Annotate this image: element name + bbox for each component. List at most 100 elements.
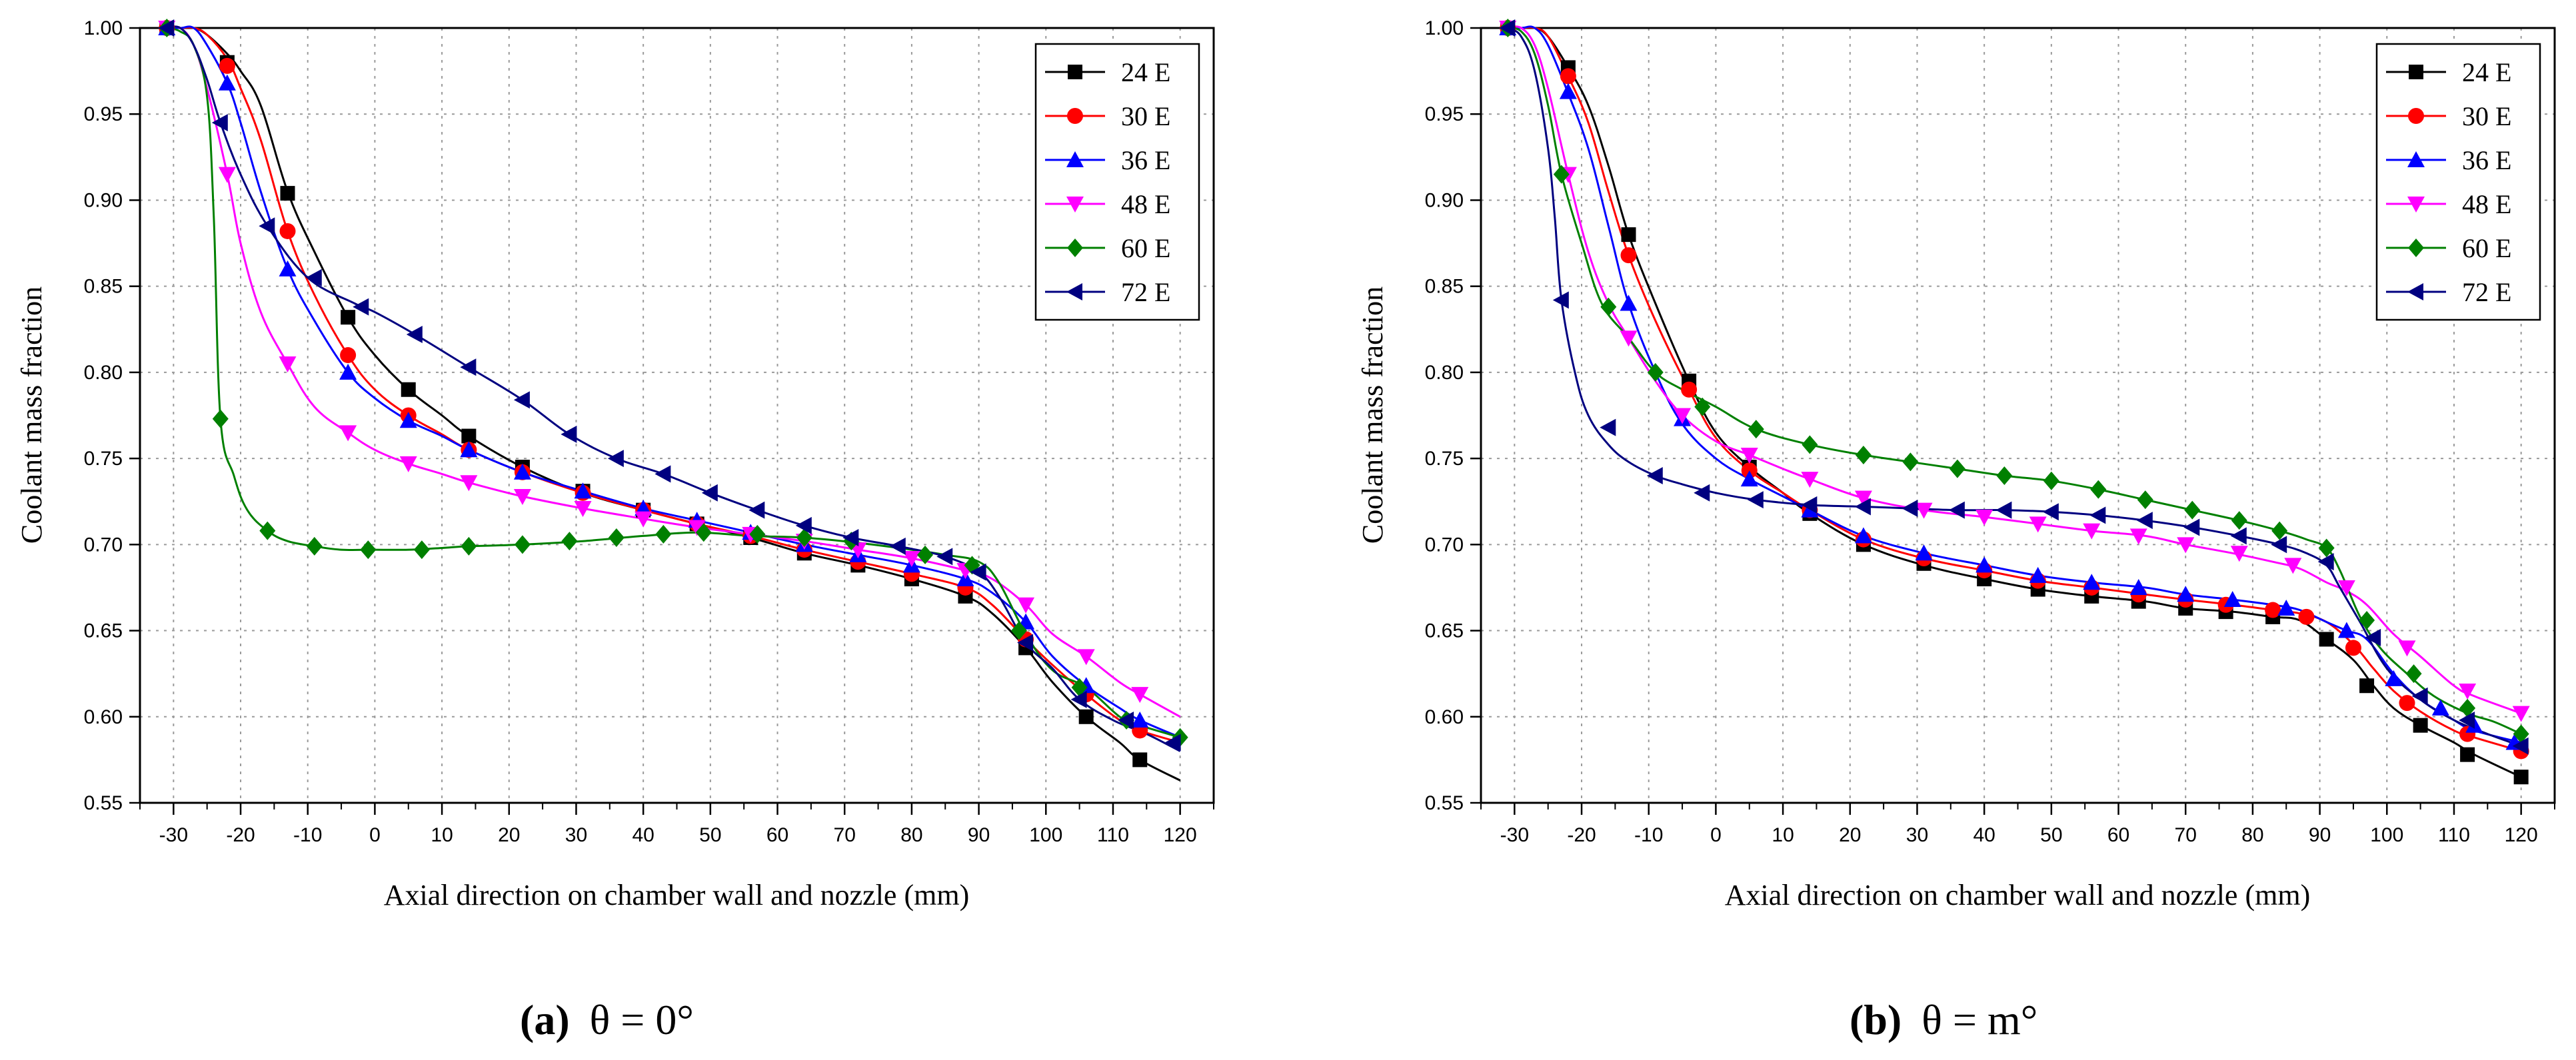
data-point: [654, 465, 671, 483]
data-point: [1621, 227, 1636, 243]
caption-text: θ = m°: [1922, 996, 2037, 1043]
data-point: [842, 528, 859, 546]
data-point: [461, 428, 477, 444]
legend-label: 24 E: [1121, 57, 1170, 87]
legend-marker: [2408, 239, 2424, 257]
data-point: [514, 535, 531, 554]
legend-marker: [1067, 239, 1083, 257]
data-point: [2431, 699, 2449, 716]
caption-label: (b): [1850, 996, 1902, 1043]
data-point: [1646, 466, 1663, 484]
y-tick-label: 0.90: [84, 189, 123, 211]
x-tick-label: -20: [226, 824, 255, 846]
x-tick-label: -30: [1500, 824, 1529, 846]
data-point: [749, 524, 766, 544]
y-tick-label: 0.55: [84, 792, 123, 814]
caption: (b) θ = m°: [1850, 996, 2037, 1043]
data-point: [219, 57, 235, 74]
caption-text: θ = 0°: [590, 996, 694, 1043]
legend-label: 60 E: [1121, 233, 1170, 263]
x-tick-label: 20: [498, 824, 520, 846]
legend: 24 E 30 E 36 E 48 E 60 E 72 E: [2375, 43, 2541, 321]
data-point: [1077, 649, 1095, 666]
series-line-60e: [166, 27, 1181, 739]
data-point: [2090, 480, 2107, 499]
data-point: [902, 551, 920, 568]
y-tick-label: 0.95: [84, 103, 123, 125]
data-point: [2399, 695, 2415, 712]
y-tick-label: 0.70: [1425, 534, 1464, 556]
legend-label: 48 E: [1121, 189, 1170, 219]
x-tick-label: 70: [2175, 824, 2197, 846]
data-point: [1553, 165, 1570, 184]
data-point: [1552, 291, 1569, 309]
data-point: [1164, 734, 1181, 752]
series-lines: [166, 25, 1181, 782]
y-tick-label: 0.80: [84, 362, 123, 384]
legend-marker: [1068, 65, 1082, 79]
data-point: [2359, 611, 2375, 630]
data-point: [460, 441, 478, 458]
data-point: [2318, 538, 2335, 558]
data-point: [2271, 536, 2287, 554]
data-point: [513, 391, 530, 409]
x-tick-label: 80: [900, 824, 922, 846]
data-point: [360, 540, 377, 560]
data-point: [2298, 608, 2315, 625]
data-point: [2284, 558, 2302, 574]
data-point: [2411, 687, 2428, 705]
x-tick-label: 90: [968, 824, 990, 846]
legend-label: 36 E: [1121, 145, 1170, 175]
data-point: [889, 537, 906, 555]
data-point: [2365, 628, 2381, 646]
data-point: [795, 516, 812, 534]
data-point: [2083, 574, 2101, 590]
data-point: [655, 524, 672, 544]
data-point: [2337, 622, 2355, 638]
legend-label: 24 E: [2462, 57, 2511, 87]
data-point: [211, 114, 228, 132]
data-point: [2231, 511, 2247, 530]
data-point: [218, 74, 236, 91]
x-tick-label: -10: [293, 824, 322, 846]
data-point: [513, 488, 531, 505]
data-point: [688, 520, 706, 536]
data-point: [2043, 471, 2059, 490]
data-point: [401, 382, 416, 397]
y-tick-label: 0.55: [1425, 792, 1464, 814]
data-point: [2230, 546, 2248, 562]
data-point: [1070, 690, 1087, 708]
data-point: [2460, 747, 2475, 762]
data-point: [1681, 381, 1698, 398]
data-point: [2137, 490, 2153, 510]
legend-marker: [2407, 197, 2425, 213]
x-tick-label: 60: [766, 824, 788, 846]
x-tick-label: 20: [1839, 824, 1861, 846]
data-point: [1600, 297, 1617, 316]
legend-label: 72 E: [1121, 277, 1170, 307]
data-point: [574, 501, 592, 518]
legend-label: 60 E: [2462, 233, 2511, 263]
y-tick-label: 0.70: [84, 534, 123, 556]
data-point: [748, 501, 765, 519]
data-point: [341, 310, 356, 325]
data-point: [2136, 512, 2153, 530]
data-point: [2183, 518, 2200, 536]
y-tick-label: 0.65: [1425, 620, 1464, 642]
data-point: [1078, 709, 1094, 724]
data-point: [796, 528, 812, 547]
data-point: [460, 475, 478, 492]
data-point: [635, 511, 652, 528]
data-point: [1902, 452, 1919, 472]
data-point: [2337, 580, 2355, 596]
data-point: [1017, 634, 1034, 652]
y-tick-label: 0.95: [1425, 103, 1464, 125]
x-tick-label: 30: [1906, 824, 1928, 846]
x-tick-label: 70: [834, 824, 856, 846]
y-tick-label: 0.85: [1425, 276, 1464, 298]
data-point: [2277, 599, 2295, 616]
data-point: [936, 548, 953, 566]
x-tick-label: 30: [565, 824, 587, 846]
data-point: [2230, 527, 2247, 545]
x-tick-label: 110: [2438, 824, 2470, 846]
